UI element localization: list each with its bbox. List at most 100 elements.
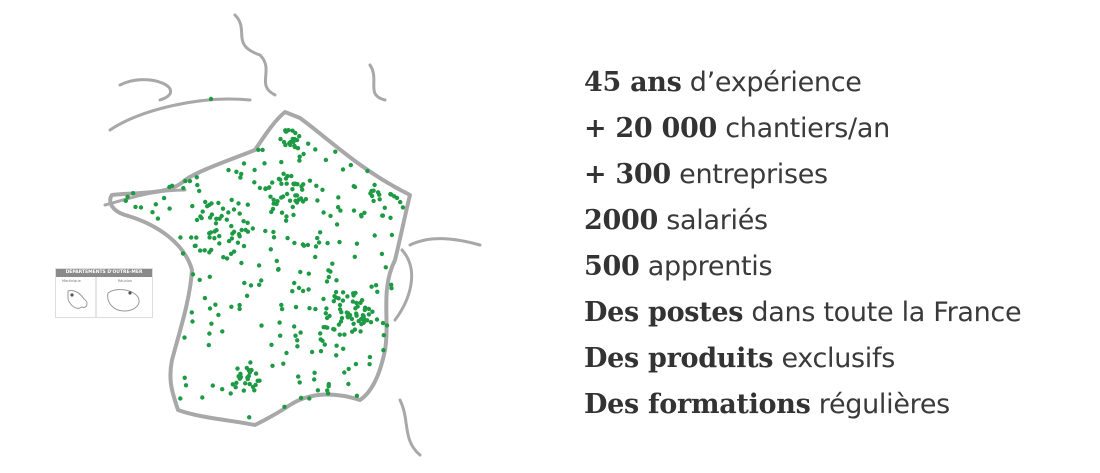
site-dot [220,329,225,334]
site-dot [216,312,221,318]
site-dot [334,222,340,227]
site-dot [287,198,293,203]
site-dot [212,229,217,234]
site-dot [245,220,250,225]
stat-item: + 300 entreprises [584,159,828,190]
site-dot [217,241,222,246]
site-dot [200,395,205,400]
site-dot [338,208,343,213]
site-dot [161,195,167,201]
site-dot [383,265,388,270]
site-dot [245,376,250,382]
site-dot [295,182,300,187]
site-dot [353,306,358,311]
site-dot [367,362,372,367]
site-dot [275,199,280,204]
site-dot [340,167,346,172]
site-dot [284,350,289,356]
site-dot [292,240,297,246]
site-dot [360,313,366,318]
site-dot [290,187,295,192]
site-dot [291,181,296,186]
site-dot [307,306,312,311]
site-dot [243,227,248,233]
site-dot [338,319,344,324]
site-dot [197,188,202,194]
site-dot [293,304,299,310]
site-dot [274,258,279,264]
stat-item: 500 apprentis [584,251,773,282]
site-dot [262,161,267,166]
site-dot [283,218,289,223]
site-dot [279,302,284,308]
site-dot [354,313,359,318]
site-dot [271,201,276,206]
site-dot [249,367,254,373]
site-dot [368,191,373,196]
site-dot [365,168,370,174]
site-dot [400,205,406,210]
site-dot [252,167,257,173]
site-dot [284,181,289,186]
site-dot [313,244,319,249]
site-dot [230,231,235,236]
site-dot [353,290,358,296]
site-dot [207,331,212,336]
site-dot [208,96,214,102]
site-dot [388,191,393,197]
site-dot [354,241,360,246]
site-dot [208,230,213,235]
site-dot [209,247,214,253]
site-dot [294,137,300,143]
site-dot [300,242,306,247]
site-dot [351,184,356,189]
site-dot [182,375,187,380]
site-dot [244,365,249,371]
site-dot [292,143,297,149]
site-dot [279,181,284,186]
site-dot [371,188,376,193]
site-dot [350,329,355,334]
site-dot [359,321,364,327]
site-dot [194,217,200,223]
stats-list: 45 ans d’expérience + 20 000 chantiers/a… [584,60,1022,428]
site-dot [248,283,254,288]
site-dot [229,236,235,241]
site-dot [372,233,377,238]
site-dots [123,96,406,420]
site-dot [315,388,321,393]
site-dot [239,171,244,177]
site-dot [314,183,319,188]
site-dot [207,306,213,311]
site-dot [324,279,330,284]
site-dot [278,136,283,142]
site-dot [334,278,339,283]
site-dot [257,282,262,287]
site-dot [281,171,286,176]
site-dot [289,173,294,179]
site-dot [296,197,302,202]
site-dot [217,216,222,221]
site-dot [263,228,268,234]
site-dot [380,320,386,326]
site-dot [284,214,289,219]
inset-title: DÉPARTEMENTS D'OUTRE-MER [56,269,152,277]
site-dot [324,306,329,311]
site-dot [317,230,323,235]
inset-label-reunion: Réunion [118,279,133,283]
site-dot [270,363,275,368]
site-dot [238,175,243,180]
site-dot [290,289,295,294]
site-dot [190,319,195,324]
site-dot [123,198,128,203]
site-dot [259,323,264,328]
site-dot [337,302,343,308]
site-dot [340,290,346,295]
site-dot [279,195,284,200]
site-dot [296,374,301,379]
site-dot [238,371,243,376]
site-dot [307,178,313,183]
site-dot [350,299,356,304]
site-dot [371,198,376,204]
site-dot [297,134,302,139]
